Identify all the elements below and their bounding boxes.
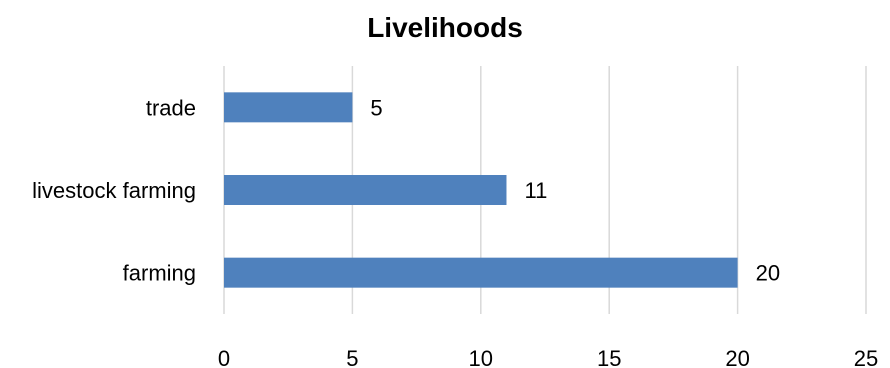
x-tick-label: 15 bbox=[597, 346, 621, 368]
category-label: trade bbox=[146, 95, 196, 120]
data-label: 20 bbox=[756, 261, 780, 286]
x-tick-labels: 0 5 10 15 20 25 bbox=[218, 346, 878, 368]
x-tick-label: 20 bbox=[725, 346, 749, 368]
data-label: 5 bbox=[370, 95, 382, 120]
category-labels: trade livestock farming farming bbox=[32, 95, 196, 285]
chart-title: Livelihoods bbox=[367, 12, 523, 43]
bar bbox=[224, 92, 353, 123]
category-label: farming bbox=[123, 261, 196, 286]
x-tick-label: 5 bbox=[346, 346, 358, 368]
x-tick-label: 0 bbox=[218, 346, 230, 368]
data-label: 11 bbox=[524, 178, 547, 203]
bar bbox=[224, 175, 507, 205]
bars bbox=[224, 92, 738, 288]
bar bbox=[224, 257, 738, 288]
x-tick-label: 10 bbox=[469, 346, 493, 368]
category-label: livestock farming bbox=[32, 178, 196, 203]
x-tick-label: 25 bbox=[854, 346, 878, 368]
data-labels: 5 11 20 bbox=[370, 95, 780, 285]
